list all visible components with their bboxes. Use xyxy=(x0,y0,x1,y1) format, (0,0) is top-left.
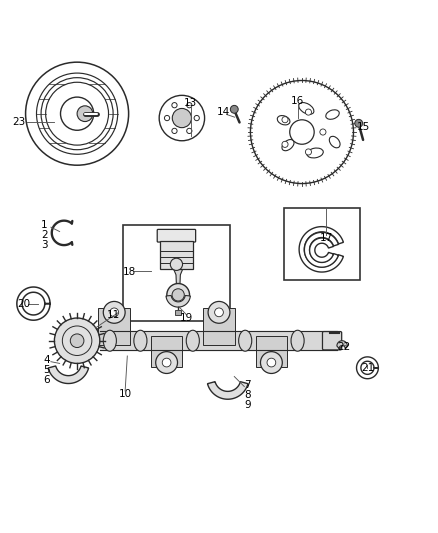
Polygon shape xyxy=(173,270,184,295)
Bar xyxy=(284,207,360,280)
Text: 5: 5 xyxy=(43,366,50,375)
Circle shape xyxy=(320,129,326,135)
Circle shape xyxy=(305,149,311,155)
Circle shape xyxy=(261,352,283,374)
FancyBboxPatch shape xyxy=(157,229,196,242)
Text: 23: 23 xyxy=(12,117,26,127)
Ellipse shape xyxy=(329,136,340,148)
Circle shape xyxy=(194,116,199,120)
Ellipse shape xyxy=(186,330,199,351)
Text: 15: 15 xyxy=(357,122,370,132)
Polygon shape xyxy=(310,238,333,262)
Text: 19: 19 xyxy=(180,312,193,322)
Circle shape xyxy=(110,308,119,317)
Ellipse shape xyxy=(326,110,339,119)
Bar xyxy=(123,225,230,321)
Circle shape xyxy=(208,302,230,323)
Ellipse shape xyxy=(134,330,147,351)
Polygon shape xyxy=(166,295,191,307)
Text: 20: 20 xyxy=(17,298,30,309)
Circle shape xyxy=(54,318,100,364)
Polygon shape xyxy=(48,366,88,384)
Circle shape xyxy=(70,334,84,348)
Text: 21: 21 xyxy=(361,363,374,373)
Bar xyxy=(175,310,181,315)
Text: 14: 14 xyxy=(217,107,230,117)
Text: 4: 4 xyxy=(43,356,50,365)
Polygon shape xyxy=(299,227,343,272)
Polygon shape xyxy=(357,357,378,379)
Circle shape xyxy=(172,108,191,128)
Text: 22: 22 xyxy=(337,342,350,352)
Polygon shape xyxy=(304,232,339,267)
Circle shape xyxy=(230,106,238,113)
Text: 18: 18 xyxy=(123,267,136,277)
Ellipse shape xyxy=(103,330,117,351)
Circle shape xyxy=(162,358,171,367)
Circle shape xyxy=(172,102,177,108)
Circle shape xyxy=(159,95,205,141)
Text: 13: 13 xyxy=(184,98,197,108)
Circle shape xyxy=(187,102,192,108)
Circle shape xyxy=(355,119,363,127)
Circle shape xyxy=(267,358,276,367)
Circle shape xyxy=(282,117,288,123)
Ellipse shape xyxy=(239,330,252,351)
Circle shape xyxy=(25,62,129,165)
Polygon shape xyxy=(17,287,50,320)
Bar xyxy=(256,336,287,367)
Ellipse shape xyxy=(299,102,314,114)
Circle shape xyxy=(167,284,190,306)
Bar xyxy=(203,308,235,345)
Polygon shape xyxy=(208,382,248,399)
Text: 2: 2 xyxy=(41,230,48,240)
Ellipse shape xyxy=(291,330,304,351)
Text: 11: 11 xyxy=(107,310,120,320)
Bar xyxy=(99,308,130,345)
Circle shape xyxy=(215,308,223,317)
Text: 9: 9 xyxy=(244,400,251,410)
Text: 7: 7 xyxy=(244,380,251,390)
Circle shape xyxy=(172,128,177,134)
Bar xyxy=(160,241,193,269)
Text: 6: 6 xyxy=(43,375,50,385)
FancyBboxPatch shape xyxy=(322,332,342,350)
Text: 16: 16 xyxy=(291,96,304,107)
Circle shape xyxy=(103,302,125,323)
Circle shape xyxy=(187,128,192,134)
Text: 1: 1 xyxy=(41,220,48,230)
Ellipse shape xyxy=(307,148,323,158)
Circle shape xyxy=(305,109,311,115)
Circle shape xyxy=(290,120,314,144)
Ellipse shape xyxy=(277,116,290,125)
Text: 3: 3 xyxy=(41,240,48,250)
Bar xyxy=(151,336,182,367)
Circle shape xyxy=(251,80,353,183)
Text: 10: 10 xyxy=(119,389,132,399)
Circle shape xyxy=(170,258,183,270)
Text: 17: 17 xyxy=(319,233,332,243)
Ellipse shape xyxy=(282,140,294,151)
Polygon shape xyxy=(337,341,347,349)
Circle shape xyxy=(172,289,184,301)
Circle shape xyxy=(282,141,288,148)
Circle shape xyxy=(77,106,93,122)
Circle shape xyxy=(155,352,177,374)
Circle shape xyxy=(164,116,170,120)
Text: 8: 8 xyxy=(244,390,251,400)
Circle shape xyxy=(60,97,94,130)
